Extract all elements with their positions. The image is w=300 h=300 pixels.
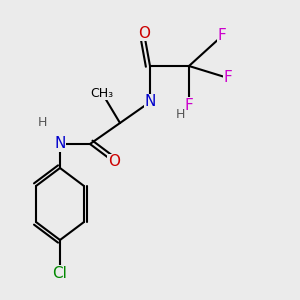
Text: N: N [54, 136, 66, 152]
Text: F: F [224, 70, 232, 86]
Text: N: N [144, 94, 156, 110]
Text: F: F [218, 28, 226, 44]
Text: O: O [108, 154, 120, 169]
Text: H: H [175, 107, 185, 121]
Text: CH₃: CH₃ [90, 86, 114, 100]
Text: F: F [184, 98, 194, 112]
Text: H: H [37, 116, 47, 130]
Text: Cl: Cl [52, 266, 68, 280]
Text: O: O [138, 26, 150, 40]
